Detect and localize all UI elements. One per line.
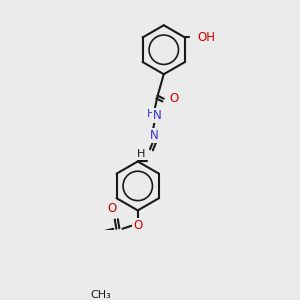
Text: O: O	[133, 219, 142, 232]
Text: H: H	[136, 149, 145, 159]
Text: O: O	[107, 202, 116, 215]
Text: OH: OH	[197, 31, 215, 44]
Text: O: O	[170, 92, 179, 105]
Text: N: N	[153, 109, 162, 122]
Text: H: H	[147, 109, 156, 119]
Text: CH₃: CH₃	[91, 290, 111, 300]
Text: N: N	[150, 129, 159, 142]
